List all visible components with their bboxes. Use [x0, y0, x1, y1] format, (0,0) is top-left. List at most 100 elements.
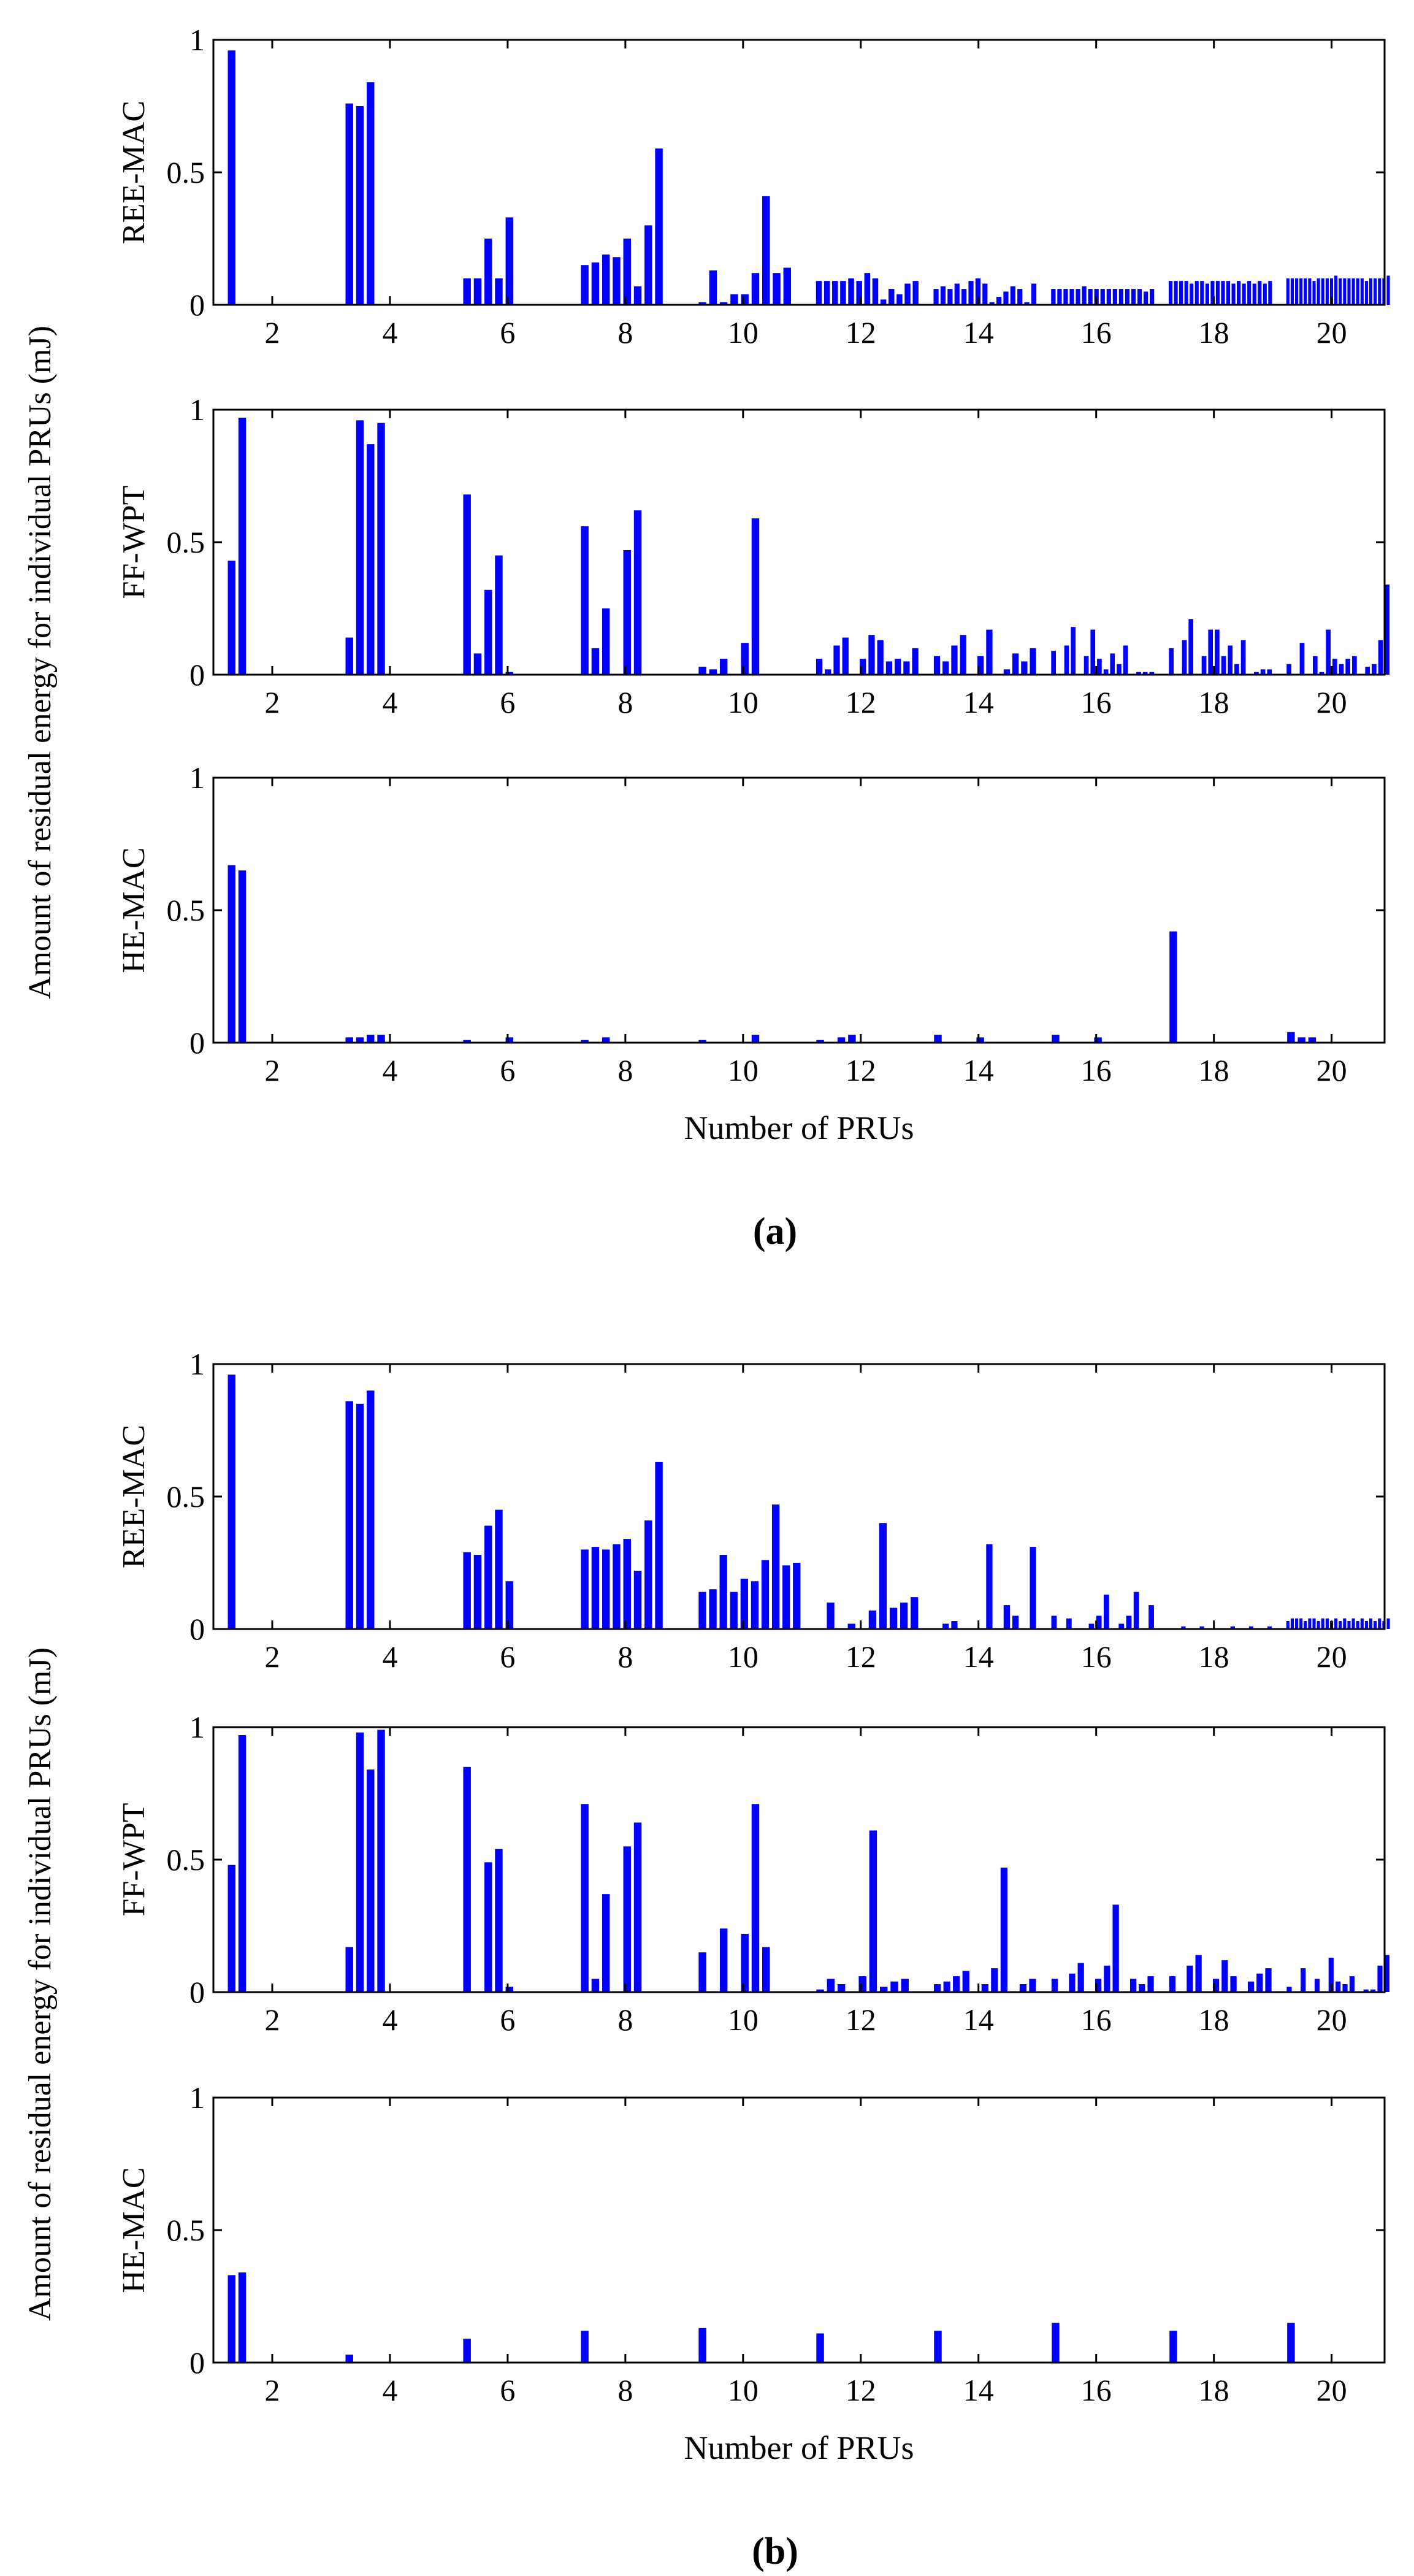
- bar: [837, 1037, 846, 1043]
- bar: [1299, 643, 1305, 675]
- x-tick-label: 2: [264, 2003, 280, 2037]
- bar: [961, 289, 967, 305]
- x-tick-label: 8: [617, 685, 633, 719]
- bar: [613, 257, 621, 305]
- bar: [698, 1592, 706, 1629]
- bar: [942, 1623, 949, 1629]
- bar: [1069, 1973, 1076, 1992]
- bar: [1339, 1621, 1342, 1629]
- bar: [1290, 278, 1294, 305]
- bar: [591, 1979, 600, 1992]
- x-tick-label: 20: [1317, 1639, 1347, 1674]
- bar: [934, 1035, 942, 1043]
- axes-frame-top: [212, 1363, 1386, 1630]
- bar: [1194, 281, 1199, 305]
- bar: [1325, 278, 1329, 305]
- bar: [783, 267, 792, 305]
- bar: [1329, 278, 1334, 305]
- y-tick-label: 0: [189, 2345, 205, 2380]
- bar: [773, 273, 781, 305]
- bar: [847, 1623, 855, 1629]
- bar: [872, 278, 879, 305]
- bar: [943, 1981, 950, 1992]
- bar: [1184, 281, 1188, 305]
- bar: [1349, 1976, 1355, 1992]
- bar: [1125, 289, 1130, 305]
- bar: [1094, 1037, 1102, 1043]
- bar: [730, 294, 738, 305]
- bar: [1364, 281, 1369, 305]
- series-ylabel: HE-MAC: [117, 2167, 151, 2293]
- y-tick-label: 0: [189, 1975, 205, 2009]
- caption-a: (a): [753, 1211, 797, 1252]
- bar: [238, 2272, 246, 2363]
- bar: [1118, 289, 1124, 305]
- bar: [1126, 1616, 1132, 1629]
- bar: [1377, 1965, 1383, 1992]
- bar: [1096, 1616, 1102, 1629]
- bar: [1136, 672, 1141, 675]
- bar: [581, 265, 589, 305]
- bar: [698, 302, 706, 305]
- bar: [356, 1403, 364, 1629]
- x-tick-label: 4: [382, 685, 397, 719]
- x-tick-label: 20: [1317, 315, 1347, 350]
- bar: [1052, 2323, 1060, 2363]
- bar: [495, 1849, 503, 1992]
- bar: [1123, 645, 1128, 675]
- bar: [975, 278, 981, 305]
- bar: [1356, 278, 1359, 305]
- bar: [1308, 1037, 1317, 1043]
- bar: [1139, 1984, 1145, 1992]
- y-tick-label: 0.5: [167, 525, 205, 559]
- bar: [1010, 286, 1015, 305]
- bar: [1378, 1618, 1382, 1629]
- x-tick-label: 18: [1199, 2003, 1229, 2037]
- bar: [238, 1735, 246, 1992]
- bar: [1369, 1618, 1373, 1629]
- bar: [463, 1766, 471, 1992]
- bar: [1297, 1037, 1305, 1043]
- axes-frame-top: [212, 2096, 1386, 2364]
- x-tick-label: 20: [1317, 1053, 1347, 1087]
- x-tick-label: 4: [382, 2373, 397, 2407]
- bar: [367, 444, 375, 675]
- bar: [602, 1037, 610, 1043]
- x-tick-label: 18: [1199, 1053, 1229, 1087]
- x-tick-label: 10: [728, 1639, 759, 1674]
- y-tick-label: 0: [189, 1025, 205, 1060]
- bar: [1290, 1618, 1294, 1629]
- series-ylabel: HE-MAC: [117, 847, 151, 973]
- bar: [1077, 1963, 1084, 1992]
- bar: [954, 283, 960, 305]
- bar: [1021, 661, 1028, 675]
- x-tick-label: 18: [1199, 2373, 1229, 2407]
- bar: [1286, 664, 1291, 675]
- bar: [1343, 1618, 1347, 1629]
- bar: [345, 1037, 353, 1043]
- bar: [1247, 281, 1252, 305]
- bar: [840, 281, 846, 305]
- bar: [1071, 627, 1076, 675]
- y-tick-label: 0.5: [167, 1842, 205, 1877]
- y-tick-label: 1: [189, 761, 205, 795]
- series-ylabel: REE-MAC: [117, 101, 151, 244]
- bar: [1190, 283, 1194, 305]
- bar: [1182, 640, 1187, 675]
- x-tick-label: 12: [846, 1053, 876, 1087]
- bar: [868, 1610, 877, 1629]
- bar: [1312, 281, 1316, 305]
- bar: [1090, 629, 1096, 675]
- panel-b-1: FF-WPT 2 4 6 8 10 12 14 16 18 20 0 0.5 1: [117, 1710, 1389, 2037]
- bar: [505, 1581, 513, 1629]
- xlabel-b: Number of PRUs: [684, 2429, 914, 2466]
- bar: [719, 1555, 727, 1629]
- bar: [868, 635, 875, 675]
- y-tick-label: 0.5: [167, 2213, 205, 2247]
- bar: [377, 1035, 385, 1043]
- x-tick-label: 18: [1199, 1639, 1229, 1674]
- bar: [1268, 281, 1272, 305]
- bar: [986, 629, 993, 675]
- bar: [1118, 1623, 1125, 1629]
- bar: [484, 1525, 492, 1629]
